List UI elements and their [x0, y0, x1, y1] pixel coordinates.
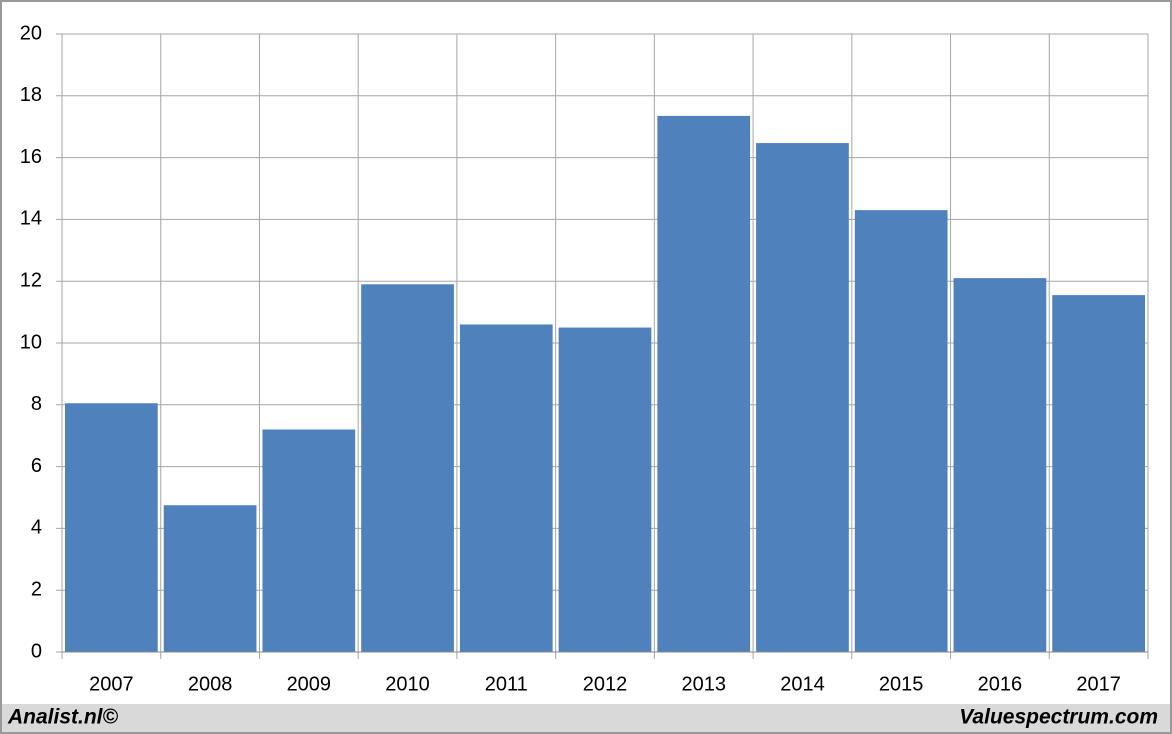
bar — [262, 429, 356, 652]
bar — [953, 278, 1047, 652]
y-tick-label: 10 — [20, 331, 42, 353]
y-tick-label: 2 — [31, 578, 42, 600]
y-tick-label: 0 — [31, 640, 42, 662]
x-tick-label: 2012 — [583, 673, 628, 695]
bar — [361, 284, 454, 652]
x-tick-label: 2009 — [287, 673, 332, 695]
x-tick-label: 2010 — [385, 673, 430, 695]
y-tick-label: 4 — [31, 517, 42, 539]
bar — [1052, 295, 1145, 652]
bar — [657, 115, 751, 652]
x-tick-label: 2013 — [681, 673, 726, 695]
bar — [756, 143, 849, 652]
y-tick-label: 16 — [20, 146, 42, 168]
bar — [558, 327, 652, 652]
footer-right: Valuespectrum.com — [959, 706, 1158, 729]
bar — [65, 403, 158, 652]
bar — [459, 324, 553, 652]
x-tick-label: 2014 — [780, 673, 825, 695]
y-tick-label: 8 — [31, 393, 42, 415]
y-tick-label: 20 — [20, 22, 42, 44]
bar — [163, 505, 257, 652]
x-tick-label: 2008 — [188, 673, 233, 695]
x-tick-label: 2011 — [485, 673, 528, 695]
footer-band — [2, 704, 1170, 732]
y-tick-label: 12 — [20, 269, 42, 291]
x-tick-label: 2017 — [1076, 673, 1121, 695]
y-tick-label: 18 — [20, 84, 42, 106]
bar — [854, 210, 948, 652]
x-tick-label: 2015 — [879, 673, 924, 695]
y-tick-label: 6 — [31, 455, 42, 477]
x-tick-label: 2016 — [978, 673, 1023, 695]
y-tick-label: 14 — [20, 208, 42, 230]
footer-left: Analist.nl© — [7, 706, 119, 729]
x-tick-label: 2007 — [89, 673, 134, 695]
